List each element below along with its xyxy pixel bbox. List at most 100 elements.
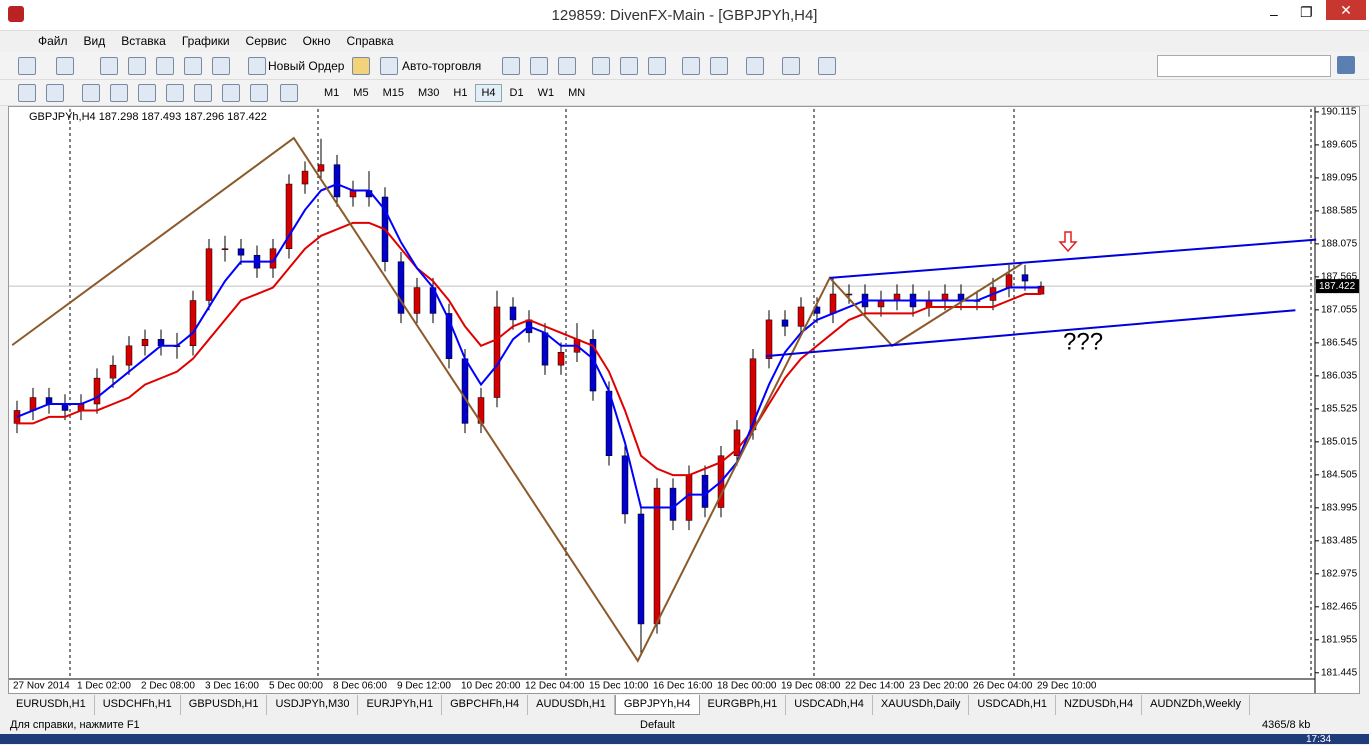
new-order-button[interactable]: Новый Ордер: [268, 59, 345, 73]
current-price-label: 187.422: [1319, 281, 1356, 292]
tool-icon[interactable]: [82, 84, 100, 102]
menu-bar: Файл Вид Вставка Графики Сервис Окно Справка: [0, 31, 1369, 52]
chart-tab[interactable]: EURJPYh,H1: [358, 695, 443, 715]
tool-icon[interactable]: [100, 57, 118, 75]
timeframe-button[interactable]: M30: [417, 87, 440, 99]
search-box[interactable]: [1157, 55, 1331, 77]
candle-body: [445, 313, 453, 359]
timeframe-button[interactable]: M1: [324, 87, 340, 99]
chart-tab[interactable]: EURGBPh,H1: [700, 695, 787, 715]
timeframe-button[interactable]: W1: [537, 87, 555, 99]
tool-icon[interactable]: [184, 57, 202, 75]
tool-icon[interactable]: [128, 57, 146, 75]
tool-icon[interactable]: [156, 57, 174, 75]
community-button[interactable]: [1337, 56, 1355, 74]
chart-tab[interactable]: GBPCHFh,H4: [442, 695, 529, 715]
tool-icon[interactable]: [710, 57, 728, 75]
timeframe-button[interactable]: D1: [509, 87, 524, 99]
maximize[interactable]: ❐: [1300, 4, 1313, 20]
tool-icon[interactable]: [592, 57, 610, 75]
chart-tab[interactable]: EURUSDh,H1: [8, 695, 95, 715]
tool-icon[interactable]: [502, 57, 520, 75]
timeframe-button[interactable]: MN: [568, 87, 586, 99]
menu-item[interactable]: Справка: [346, 34, 394, 48]
chart-tab[interactable]: USDCHFh,H1: [95, 695, 181, 715]
candle-body: [141, 339, 149, 347]
y-tick-label: 188.075: [1321, 239, 1358, 250]
menu-item[interactable]: Файл: [38, 34, 68, 48]
tool-icon[interactable]: [530, 57, 548, 75]
menu-item[interactable]: Вставка: [121, 34, 166, 48]
close[interactable]: ✕: [1326, 0, 1366, 20]
tool-icon[interactable]: [648, 57, 666, 75]
tool-icon[interactable]: [166, 84, 184, 102]
chart-tab[interactable]: GBPUSDh,H1: [181, 695, 268, 715]
tool-icon[interactable]: [818, 57, 836, 75]
toolbar-objects: M1 M5 M15 M30 H1 H4 D1 W1 MN: [0, 80, 1369, 106]
x-tick-label: 12 Dec 04:00: [525, 681, 585, 692]
tool-icon[interactable]: [280, 84, 298, 102]
y-tick-label: 188.585: [1321, 206, 1358, 217]
tool-icon[interactable]: [682, 57, 700, 75]
tool-icon[interactable]: [138, 84, 156, 102]
arrow-annotation: [1058, 231, 1078, 253]
chart-tab[interactable]: AUDNZDh,Weekly: [1142, 695, 1250, 715]
y-tick-label: 186.545: [1321, 338, 1358, 349]
tool-icon[interactable]: [194, 84, 212, 102]
chart-tab[interactable]: AUDUSDh,H1: [528, 695, 615, 715]
tool-icon[interactable]: [248, 57, 266, 75]
tool-icon[interactable]: [746, 57, 764, 75]
menu-item[interactable]: Сервис: [245, 34, 287, 48]
y-tick-label: 186.035: [1321, 370, 1358, 381]
tool-icon[interactable]: [212, 57, 230, 75]
timeframe-button[interactable]: M15: [382, 87, 404, 99]
tool-icon[interactable]: [558, 57, 576, 75]
chart-tab[interactable]: USDCADh,H4: [786, 695, 873, 715]
candle-body: [1005, 274, 1013, 288]
timeframe-button[interactable]: M5: [353, 87, 369, 99]
tool-icon[interactable]: [250, 84, 268, 102]
chart-tab[interactable]: GBPJPYh,H4: [614, 695, 700, 715]
tool-icon[interactable]: [222, 84, 240, 102]
candle-body: [845, 293, 853, 296]
chart-tab[interactable]: USDJPYh,M30: [267, 695, 359, 715]
channel-line: [765, 309, 1296, 358]
tool-icon[interactable]: [18, 57, 36, 75]
menu-item[interactable]: Окно: [302, 34, 331, 48]
candle-body: [221, 248, 229, 250]
chart-tab[interactable]: XAUUSDh,Daily: [873, 695, 970, 715]
tool-icon[interactable]: [18, 84, 36, 102]
menu-item[interactable]: Вид: [83, 34, 106, 48]
current-price-box: [1316, 279, 1359, 294]
candle-body: [1021, 274, 1029, 282]
x-tick-label: 19 Dec 08:00: [781, 681, 841, 692]
x-tick-label: 23 Dec 20:00: [909, 681, 969, 692]
tool-icon[interactable]: [56, 57, 74, 75]
timeframe-button[interactable]: H4: [475, 84, 502, 102]
chart-tab[interactable]: USDCADh,H1: [969, 695, 1057, 715]
help-text: Для справки, нажмите F1: [10, 719, 140, 731]
autotrading-button[interactable]: Авто-торговля: [402, 59, 482, 73]
clock: 17:34: [1306, 734, 1332, 745]
x-tick-label: 1 Dec 02:00: [77, 681, 131, 692]
x-tick-label: 15 Dec 10:00: [589, 681, 649, 692]
candle-body: [29, 397, 37, 411]
tool-icon[interactable]: [782, 57, 800, 75]
menu-item[interactable]: Графики: [181, 34, 230, 48]
x-tick-label: 26 Dec 04:00: [973, 681, 1033, 692]
tool-icon[interactable]: [620, 57, 638, 75]
toolbar-standard: Новый Ордер Авто-торговля: [0, 52, 1369, 80]
tool-icon[interactable]: [110, 84, 128, 102]
tool-icon[interactable]: [380, 57, 398, 75]
candle-body: [765, 319, 773, 359]
x-tick-label: 5 Dec 00:00: [269, 681, 323, 692]
tool-icon[interactable]: [352, 57, 370, 75]
window-title: 129859: DivenFX-Main - [GBPJPYh,H4]: [551, 7, 818, 24]
candle-body: [829, 293, 837, 314]
tool-icon[interactable]: [46, 84, 64, 102]
timeframe-button[interactable]: H1: [453, 87, 468, 99]
chart-window: GBPJPYh,H4 187.298 187.493 187.296 187.4…: [8, 106, 1360, 694]
y-tick-label: 182.975: [1321, 568, 1358, 579]
minimize[interactable]: –: [1270, 6, 1278, 22]
chart-tab[interactable]: NZDUSDh,H4: [1056, 695, 1143, 715]
